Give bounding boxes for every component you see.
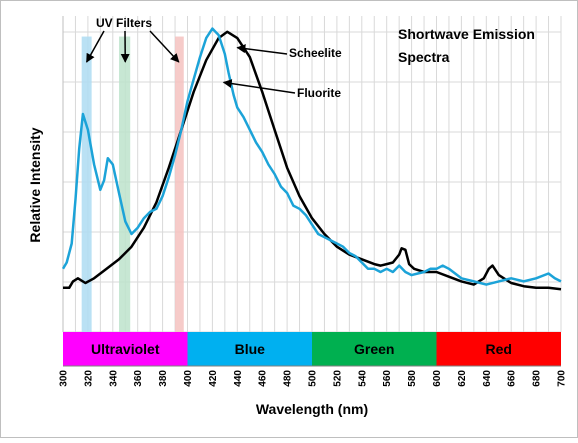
- uv-filters-annotation: UV Filters: [96, 16, 152, 30]
- x-axis-title: Wavelength (nm): [256, 401, 368, 417]
- x-tick-label: 320: [83, 370, 94, 387]
- x-tick-label: 520: [332, 370, 343, 387]
- x-tick-label: 480: [283, 370, 294, 387]
- x-tick-label: 340: [108, 370, 119, 387]
- x-tick-label: 360: [133, 370, 144, 387]
- band-label-ultraviolet: Ultraviolet: [91, 341, 160, 357]
- x-tick-label: 380: [158, 370, 169, 387]
- band-label-red: Red: [486, 341, 512, 357]
- x-tick-label: 580: [407, 370, 418, 387]
- uv-filter-bar-1: [82, 37, 92, 332]
- chart-title-line1: Shortwave Emission: [398, 26, 535, 42]
- x-tick-label: 460: [258, 370, 269, 387]
- x-tick-label: 640: [482, 370, 493, 387]
- color-bands: Ultraviolet Blue Green Red: [63, 332, 561, 366]
- x-tick-label: 600: [432, 370, 443, 387]
- x-tick-label: 540: [357, 370, 368, 387]
- scheelite-annotation: Scheelite: [289, 46, 342, 60]
- x-tick-label: 500: [308, 370, 319, 387]
- chart-title-line2: Spectra: [398, 49, 450, 65]
- x-tick-label: 440: [233, 370, 244, 387]
- x-tick-label: 680: [532, 370, 543, 387]
- x-tick-label: 700: [557, 370, 568, 387]
- x-tick-label: 660: [507, 370, 518, 387]
- uv-filter-bar-2: [119, 37, 130, 332]
- x-tick-label: 400: [183, 370, 194, 387]
- band-label-green: Green: [354, 341, 394, 357]
- x-tick-label: 620: [457, 370, 468, 387]
- fluorite-annotation: Fluorite: [297, 86, 341, 100]
- y-axis-title: Relative Intensity: [27, 127, 43, 242]
- x-tick-label: 300: [59, 370, 70, 387]
- uv-filter-bar-3: [175, 37, 184, 332]
- x-tick-labels: 300 320 340 360 380 400 420 440 460 480 500 520 540 5…: [59, 370, 568, 387]
- band-label-blue: Blue: [235, 341, 266, 357]
- x-tick-label: 420: [208, 370, 219, 387]
- x-tick-label: 560: [382, 370, 393, 387]
